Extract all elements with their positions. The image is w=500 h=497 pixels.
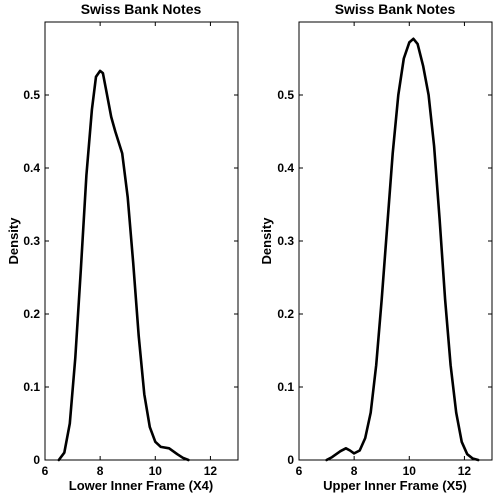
- right-x-tick-label: 10: [403, 464, 417, 478]
- right-y-tick-label: 0: [287, 453, 294, 467]
- right-density-curve: [327, 39, 479, 460]
- left-axes-frame: [45, 22, 238, 460]
- right-density-plot: Swiss Bank Notes 6 8 10 1200.10.20.30.40.5 …: [259, 1, 492, 493]
- left-y-axis-label: Density: [6, 217, 21, 265]
- left-y-tick-label: 0.3: [23, 234, 40, 248]
- left-y-tick-label: 0.4: [23, 161, 40, 175]
- right-y-tick-label: 0.2: [277, 307, 294, 321]
- right-y-tick-label: 0.3: [277, 234, 294, 248]
- right-y-tick-label: 0.4: [277, 161, 294, 175]
- left-chart-title: Swiss Bank Notes: [81, 1, 202, 17]
- right-x-tick-label: 12: [458, 464, 472, 478]
- left-density-plot: Swiss Bank Notes 6 8 10 1200.10.20.30.40.5 …: [6, 1, 238, 493]
- right-y-tick-label: 0.5: [277, 88, 294, 102]
- left-y-tick-label: 0.1: [23, 380, 40, 394]
- right-x-tick-label: 8: [351, 464, 358, 478]
- right-y-axis-label: Density: [259, 217, 274, 265]
- left-x-tick-label: 12: [204, 464, 218, 478]
- left-x-tick-label: 10: [149, 464, 163, 478]
- left-tick-group: 6 8 10 12 0 0.1 0.2 0.3 0.4 0.5: [23, 22, 238, 478]
- right-chart-title: Swiss Bank Notes: [335, 1, 456, 17]
- left-y-tick-label: 0: [33, 453, 40, 467]
- left-x-axis-label: Lower Inner Frame (X4): [69, 478, 213, 493]
- left-y-tick-label: 0.2: [23, 307, 40, 321]
- left-density-curve: [59, 71, 189, 460]
- right-y-tick-label: 0.1: [277, 380, 294, 394]
- left-y-tick-label: 0.5: [23, 88, 40, 102]
- right-axes-frame: [299, 22, 492, 460]
- right-x-axis-label: Upper Inner Frame (X5): [323, 478, 467, 493]
- left-x-tick-label: 8: [97, 464, 104, 478]
- right-x-tick-label: 6: [296, 464, 303, 478]
- left-x-tick-label: 6: [42, 464, 49, 478]
